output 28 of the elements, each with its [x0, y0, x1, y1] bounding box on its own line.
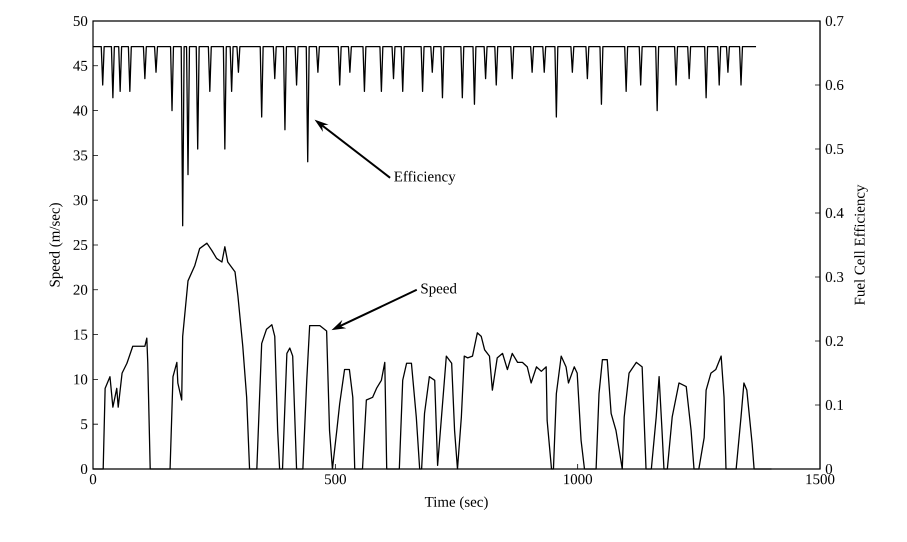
y-tick-label: 35: [74, 150, 88, 160]
y-tick-label: 25: [74, 240, 88, 250]
y2-tick-label: 0.3: [826, 272, 844, 282]
annotation: Speed: [421, 283, 457, 297]
y-axis-title: Speed (m/sec): [49, 203, 63, 287]
annotation: Efficiency: [394, 170, 456, 185]
y-tick-label: 15: [74, 330, 88, 340]
y2-tick-label: 0.7: [826, 16, 844, 26]
x-tick-label: 500: [325, 474, 346, 484]
y2-tick-label: 0.6: [826, 80, 844, 90]
y-tick-label: 45: [73, 60, 88, 71]
y2-tick-label: 0.5: [826, 144, 844, 154]
y-tick-label: 30: [74, 195, 88, 206]
y2-tick-label: 0.2: [826, 336, 844, 346]
y-tick-label: 40: [73, 106, 88, 116]
y-tick-label: 5: [81, 419, 88, 430]
x-tick-label: 1000: [564, 474, 592, 484]
y2-tick-label: 0.1: [826, 400, 843, 410]
y-tick-label: 20: [74, 284, 88, 295]
y-tick-label: 0: [80, 464, 88, 474]
y-tick-label: 50: [74, 16, 88, 26]
y2-tick-label: 0: [826, 464, 832, 474]
y2-tick-label: 0.4: [826, 208, 844, 218]
x-tick-label: 0: [90, 474, 96, 484]
x-axis-title: Time (sec): [424, 496, 488, 510]
x-tick-label: 1500: [806, 474, 834, 484]
y2-axis-title: Fuel Cell Efficiency: [854, 184, 868, 305]
y-tick-label: 10: [74, 374, 88, 384]
